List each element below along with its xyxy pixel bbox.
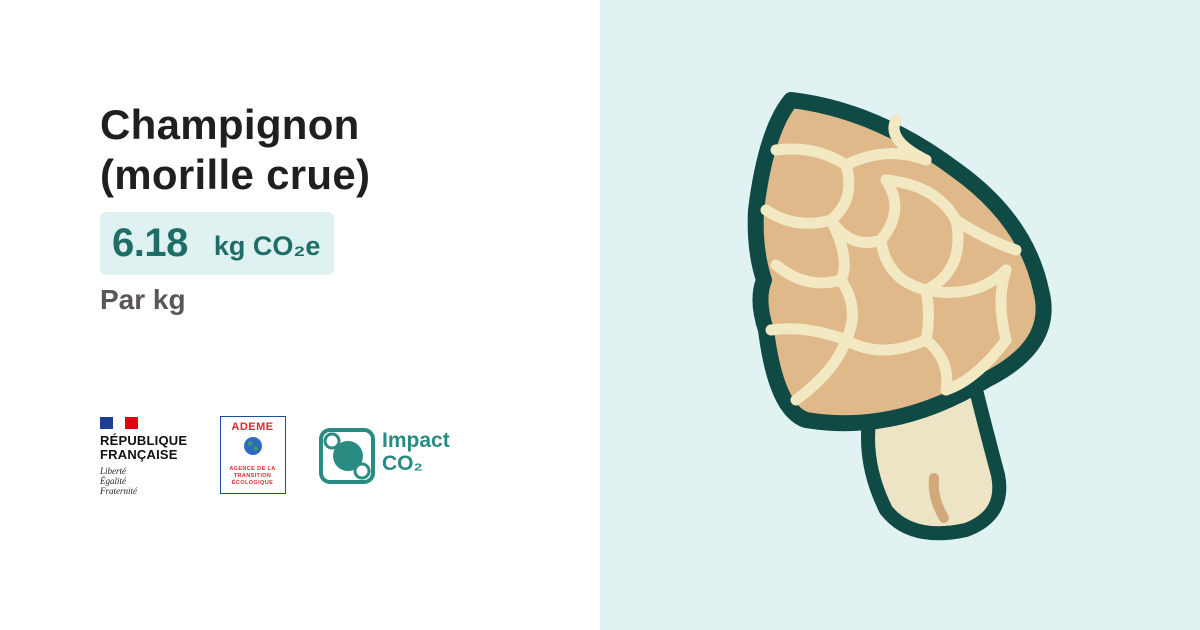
impact-co2-logo: Impact CO₂	[318, 427, 478, 487]
motto-line2: Égalité	[100, 476, 126, 486]
morel-mushroom-icon	[747, 92, 1052, 541]
ademe-subtitle: AGENCE DE LA TRANSITION ÉCOLOGIQUE	[221, 466, 284, 487]
emission-value: 6.18	[112, 221, 188, 265]
republique-motto: Liberté Égalité Fraternité	[100, 466, 137, 496]
product-title-line2: (morille crue)	[100, 151, 371, 198]
republique-name: RÉPUBLIQUE FRANÇAISE	[100, 434, 187, 462]
french-flag-icon	[100, 417, 139, 429]
product-title: Champignon (morille crue)	[100, 100, 560, 200]
emission-unit: kg CO₂e	[213, 231, 321, 261]
info-panel: Champignon (morille crue) 6.18 kg CO₂e P…	[100, 100, 560, 496]
republique-name-line2: FRANÇAISE	[100, 447, 178, 462]
motto-line3: Fraternité	[100, 486, 137, 496]
ademe-logo: ADEME AGENCE DE LA TRANSITION ÉCOLOGIQUE	[220, 416, 286, 494]
product-title-line1: Champignon	[100, 101, 360, 148]
impact-co2-line1: Impact	[382, 429, 450, 452]
ademe-name: ADEME	[231, 421, 274, 433]
impact-co2-line2: CO₂	[382, 452, 423, 475]
ademe-sub-line2: TRANSITION	[233, 473, 272, 479]
motto-line1: Liberté	[100, 466, 126, 476]
globe-icon	[244, 437, 262, 455]
ademe-sub-line1: AGENCE DE LA	[229, 466, 276, 472]
republique-francaise-logo: RÉPUBLIQUE FRANÇAISE Liberté Égalité Fra…	[100, 415, 200, 496]
impact-co2-icon	[319, 428, 375, 484]
ademe-sub-line3: ÉCOLOGIQUE	[231, 480, 274, 486]
impact-co2-text: Impact CO₂	[382, 429, 450, 475]
republique-name-line1: RÉPUBLIQUE	[100, 433, 188, 448]
emission-value-badge: 6.18 kg CO₂e	[100, 212, 335, 275]
per-unit-label: Par kg	[100, 284, 186, 315]
